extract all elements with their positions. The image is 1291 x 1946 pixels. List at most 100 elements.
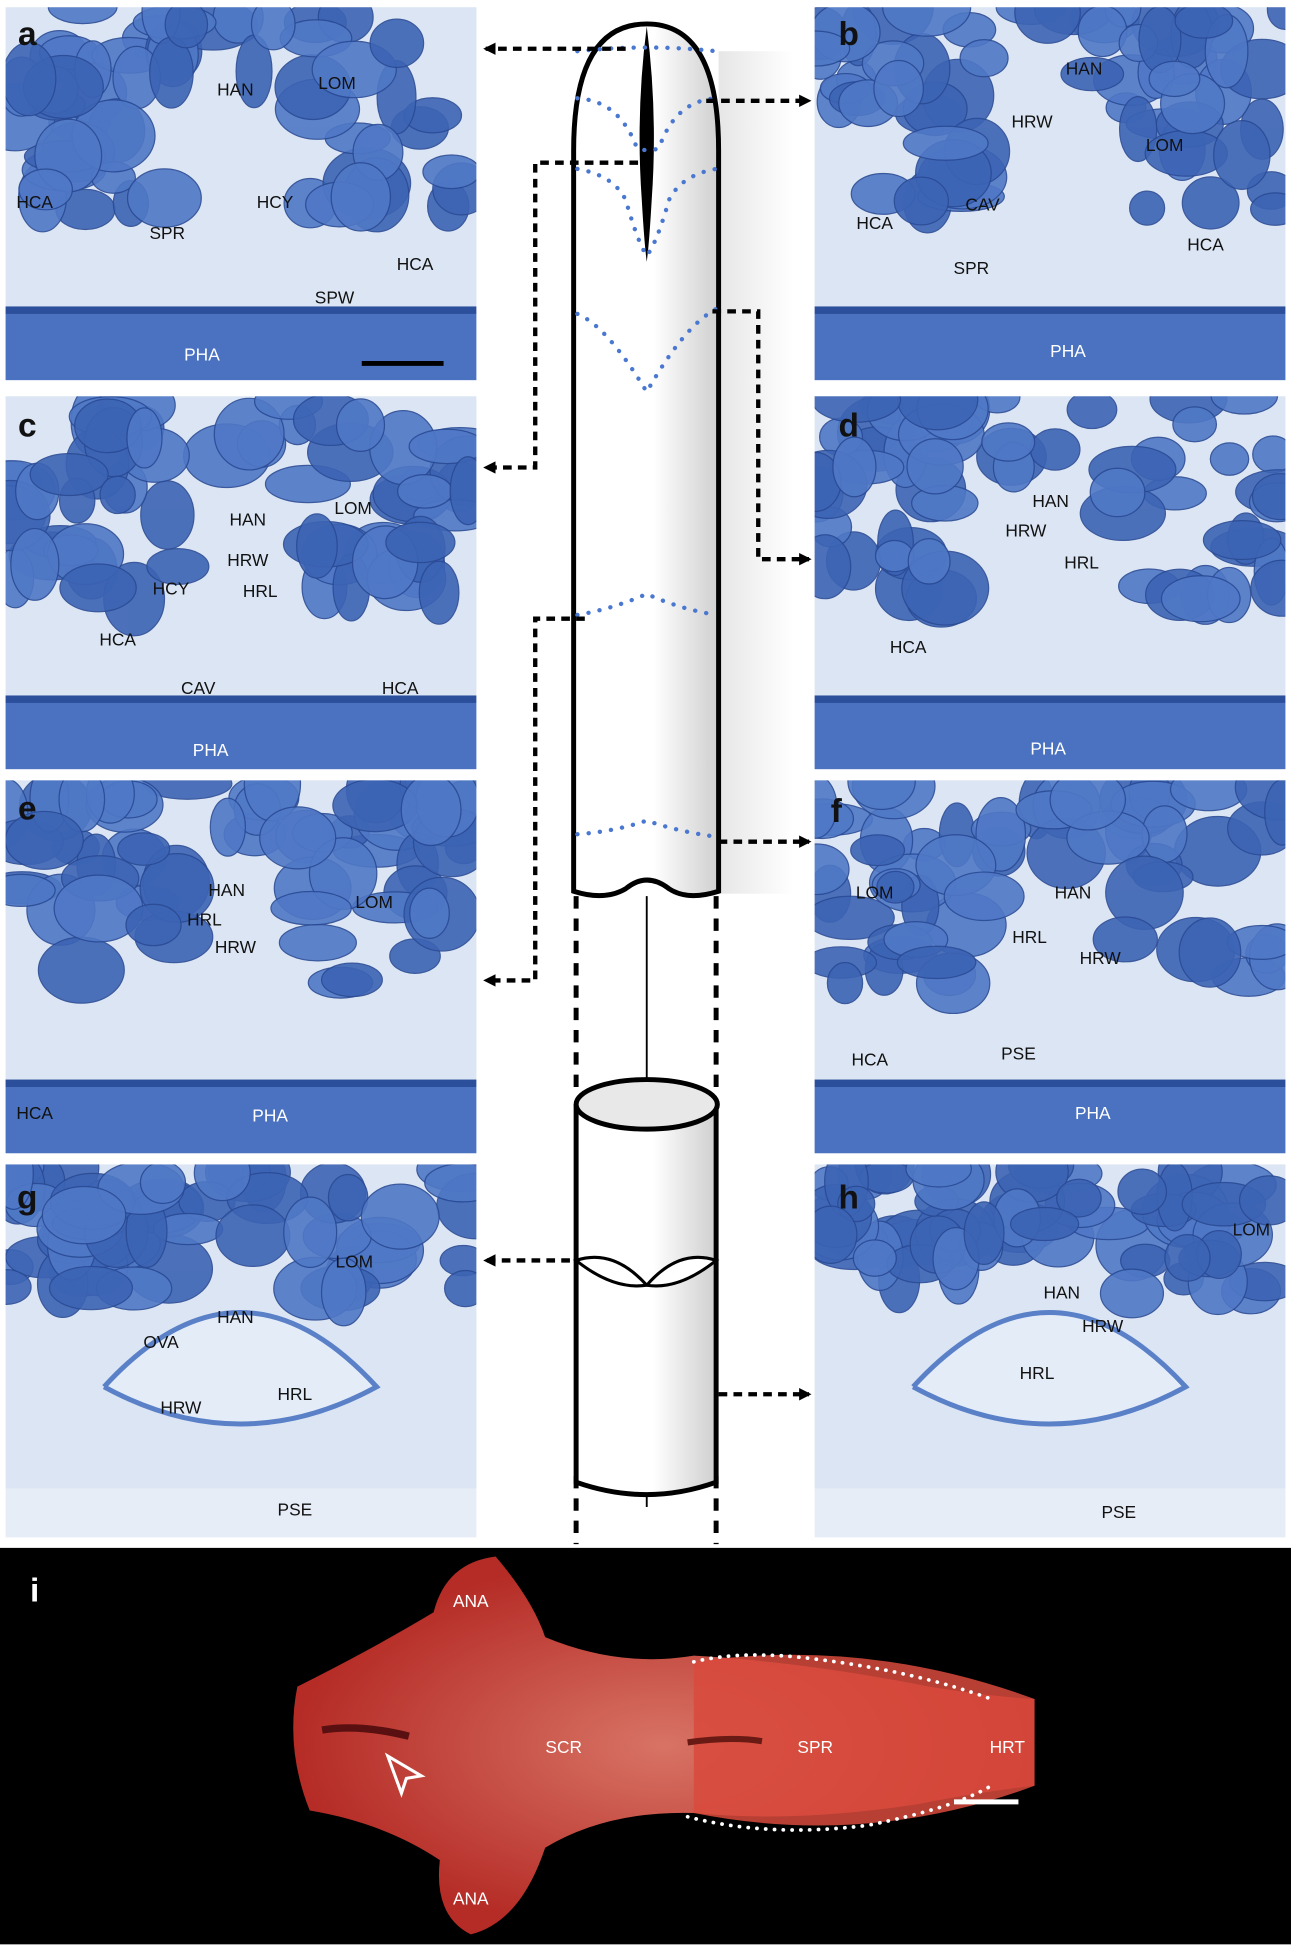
- structure-label: HRL: [187, 910, 222, 930]
- micrograph: [0, 0, 490, 381]
- micrograph: [801, 1135, 1291, 1538]
- muscle-fiber: [903, 126, 988, 160]
- structure-label: LOM: [355, 892, 393, 912]
- micrograph: [0, 1132, 515, 1538]
- micrograph: [781, 0, 1291, 381]
- structure-label: HAN: [1055, 882, 1092, 902]
- muscle-fiber: [450, 457, 486, 525]
- panel-letter: i: [30, 1572, 39, 1609]
- panel-letter: a: [18, 16, 37, 53]
- structure-label: SCR: [545, 1737, 582, 1757]
- muscle-fiber: [1090, 468, 1145, 516]
- structure-label: HRL: [1020, 1363, 1055, 1383]
- structure-label: PHA: [184, 345, 220, 365]
- muscle-fiber: [1165, 1235, 1210, 1281]
- structure-label: HRL: [1064, 553, 1099, 573]
- muscle-fiber: [141, 481, 194, 549]
- pharynx: [814, 702, 1286, 770]
- base: [5, 1488, 477, 1538]
- muscle-fiber: [907, 439, 963, 494]
- muscle-fiber: [1173, 407, 1217, 442]
- structure-label: HCA: [382, 678, 419, 698]
- figure: aHANLOMHCASPRHCYHCASPWPHAbHANHRWLOMCAVHC…: [0, 0, 1291, 1946]
- muscle-fiber: [1030, 429, 1079, 470]
- pharynx: [5, 313, 477, 381]
- muscle-fiber: [897, 946, 975, 978]
- muscle-fiber: [42, 1187, 125, 1244]
- muscle-fiber: [398, 475, 453, 509]
- pharynx: [5, 1086, 477, 1154]
- structure-label: PHA: [1030, 739, 1066, 759]
- structure-label: HRW: [227, 550, 269, 570]
- tissue: [801, 1135, 1291, 1538]
- pharynx: [5, 702, 477, 770]
- pharynx-edge: [5, 306, 477, 313]
- tissue: [0, 1132, 515, 1538]
- structure-label: HAN: [217, 1307, 254, 1327]
- micrograph: [788, 369, 1291, 769]
- schematic: [486, 24, 809, 1544]
- structure-label: PSE: [1001, 1043, 1036, 1063]
- muscle-fiber: [1130, 191, 1165, 225]
- structure-label: HRW: [1080, 948, 1122, 968]
- muscle-fiber: [1149, 61, 1200, 96]
- muscle-fiber: [906, 1150, 971, 1187]
- muscle-fiber: [853, 1240, 896, 1276]
- muscle-fiber: [785, 844, 849, 895]
- structure-label: HAN: [229, 509, 266, 529]
- structure-label: HCY: [257, 192, 294, 212]
- muscle-fiber: [908, 539, 950, 584]
- muscle-fiber: [401, 774, 461, 845]
- muscle-fiber: [1175, 3, 1233, 38]
- base: [814, 1488, 1286, 1538]
- muscle-fiber: [419, 561, 459, 624]
- muscle-fiber: [833, 437, 876, 497]
- muscle-fiber: [1161, 576, 1240, 622]
- muscle-fiber: [279, 925, 356, 961]
- structure-label: SPR: [149, 223, 185, 243]
- muscle-fiber: [11, 529, 59, 601]
- structure-label: OVA: [143, 1332, 179, 1352]
- muscle-fiber: [1179, 918, 1240, 987]
- shadow: [719, 51, 793, 893]
- muscle-fiber: [386, 522, 455, 562]
- structure-label: SPW: [315, 288, 355, 308]
- structure-label: ANA: [453, 1591, 489, 1611]
- muscle-fiber: [361, 1184, 439, 1249]
- structure-label: ANA: [453, 1888, 489, 1908]
- muscle-fiber: [874, 60, 923, 116]
- structure-label: HCA: [856, 213, 893, 233]
- muscle-fiber: [1251, 193, 1291, 225]
- tissue: [788, 369, 1291, 769]
- structure-label: HCA: [16, 1103, 53, 1123]
- panel-letter: b: [838, 16, 858, 53]
- structure-label: PSE: [278, 1499, 313, 1519]
- muscle-fiber: [140, 1162, 185, 1204]
- muscle-fiber: [322, 963, 383, 996]
- structure-label: PSE: [1101, 1502, 1136, 1522]
- muscle-fiber: [260, 807, 336, 869]
- tissue: [0, 379, 504, 769]
- cylinder-top: [576, 1080, 717, 1130]
- pharynx-edge: [814, 695, 1286, 702]
- muscle-fiber: [284, 1197, 337, 1267]
- muscle-fiber: [1214, 121, 1270, 190]
- structure-label: HRT: [990, 1737, 1026, 1757]
- structure-label: LOM: [318, 73, 356, 93]
- muscle-fiber: [410, 888, 450, 938]
- structure-label: HRW: [160, 1398, 202, 1418]
- muscle-fiber: [875, 541, 913, 572]
- muscle-fiber: [1011, 1207, 1079, 1240]
- muscle-fiber: [100, 476, 135, 513]
- structure-label: HCA: [397, 254, 434, 274]
- muscle-fiber: [370, 19, 423, 67]
- structure-label: HAN: [208, 880, 245, 900]
- structure-label: LOM: [1233, 1219, 1271, 1239]
- structure-label: HRW: [1012, 112, 1054, 132]
- panel-letter: g: [17, 1180, 37, 1217]
- panel-letter: e: [18, 791, 37, 828]
- muscle-fiber: [2, 42, 56, 115]
- muscle-fiber: [1050, 770, 1125, 830]
- micrograph: [785, 753, 1291, 1154]
- muscle-fiber: [894, 177, 948, 225]
